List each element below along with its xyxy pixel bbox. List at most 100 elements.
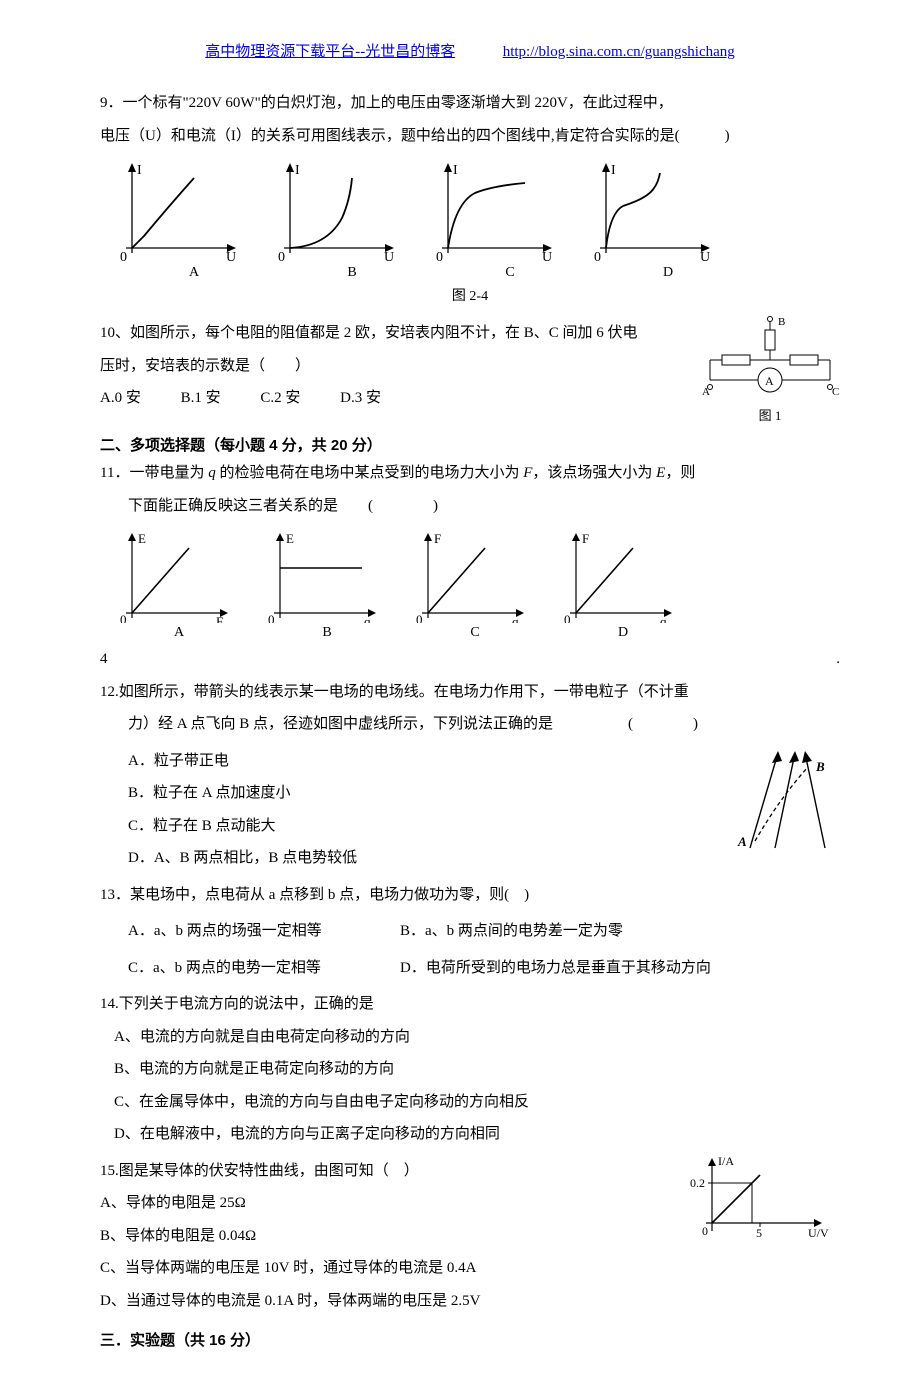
q12-opt-a: A．粒子带正电 xyxy=(100,747,720,776)
q11-footer-right: . xyxy=(836,645,840,674)
q9-caption: 图 2-4 xyxy=(100,285,840,305)
q14-opt-d: D、在电解液中，电流的方向与正离子定向移动的方向相同 xyxy=(100,1120,840,1149)
page-header: 高中物理资源下载平台--光世昌的博客 http://blog.sina.com.… xyxy=(100,40,840,61)
svg-text:E: E xyxy=(286,531,294,546)
q11-figures: E F 0 A E q 0 B xyxy=(114,528,840,641)
q9-label-a: A xyxy=(114,265,254,281)
q10-options: A.0 安 B.1 安 C.2 安 D.3 安 xyxy=(100,384,690,413)
q10-circuit-figure: A A B C 图 1 xyxy=(700,315,840,424)
q15-opt-d: D、当通过导体的电流是 0.1A 时，导体两端的电压是 2.5V xyxy=(100,1287,680,1316)
svg-text:0: 0 xyxy=(436,250,443,263)
q9-a-origin: 0 xyxy=(120,250,127,263)
svg-text:I: I xyxy=(611,163,616,178)
q9-line2: 电压（U）和电流（I）的关系可用图线表示，题中给出的四个图线中,肯定符合实际的是… xyxy=(100,122,840,151)
q11-graph-d-svg: F q 0 xyxy=(558,528,688,623)
q10-node-a: A xyxy=(702,386,710,398)
q15-ytick: 0.2 xyxy=(690,1176,705,1190)
q11-fig-d: F q 0 D xyxy=(558,528,688,641)
q11-fig-b: E q 0 B xyxy=(262,528,392,641)
q13-opt-d: D．电荷所受到的电场力总是垂直于其移动方向 xyxy=(400,954,711,983)
q15-origin: 0 xyxy=(702,1224,708,1238)
q12-figure: A B xyxy=(730,743,840,858)
q11-label-d: D xyxy=(558,625,688,641)
q12-point-b: B xyxy=(815,759,825,774)
q12-fieldlines-svg: A B xyxy=(730,743,840,858)
page: 高中物理资源下载平台--光世昌的博客 http://blog.sina.com.… xyxy=(0,0,920,1394)
q10-opt-b: B.1 安 xyxy=(181,390,221,406)
svg-text:I: I xyxy=(453,163,458,178)
q9-line1: 9．一个标有"220V 60W"的白炽灯泡，加上的电压由零逐渐增大到 220V，… xyxy=(100,89,840,118)
q13-opt-b: B．a、b 两点间的电势差一定为零 xyxy=(400,917,623,946)
section3-heading: 三．实验题（共 16 分） xyxy=(100,1329,840,1350)
q14-line1: 14.下列关于电流方向的说法中，正确的是 xyxy=(100,990,840,1019)
svg-text:F: F xyxy=(434,531,441,546)
q11-fig-a: E F 0 A xyxy=(114,528,244,641)
q14-opt-a: A、电流的方向就是自由电荷定向移动的方向 xyxy=(100,1023,840,1052)
svg-text:F: F xyxy=(582,531,589,546)
q9-a-xlabel: U xyxy=(226,250,236,263)
q11-fig-c: F q 0 C xyxy=(410,528,540,641)
q13-opt-a: A．a、b 两点的场强一定相等 xyxy=(100,917,400,946)
q11-graph-a-svg: E F 0 xyxy=(114,528,244,623)
q14-opt-b: B、电流的方向就是正电荷定向移动的方向 xyxy=(100,1055,840,1084)
q10-circuit-svg: A A B C xyxy=(700,315,840,405)
q10-opt-c: C.2 安 xyxy=(260,390,300,406)
q11-graph-b-svg: E q 0 xyxy=(262,528,392,623)
svg-text:U: U xyxy=(542,250,552,263)
q13-line1: 13．某电场中，点电荷从 a 点移到 b 点，电场力做功为零，则( ) xyxy=(100,881,840,910)
header-link-left[interactable]: 高中物理资源下载平台--光世昌的博客 xyxy=(205,44,455,60)
q15-line1: 15.图是某导体的伏安特性曲线，由图可知（ ） xyxy=(100,1157,680,1186)
q10-ammeter-label: A xyxy=(765,374,774,388)
q13-opt-c: C．a、b 两点的电势一定相等 xyxy=(100,954,400,983)
q11-line2: 下面能正确反映这三者关系的是 ( ) xyxy=(100,492,840,521)
q9-graph-c-svg: I U 0 xyxy=(430,158,570,263)
q10-node-c: C xyxy=(832,386,839,398)
q14-opt-c: C、在金属导体中，电流的方向与自由电子定向移动的方向相反 xyxy=(100,1088,840,1117)
q15-opt-a: A、导体的电阻是 25Ω xyxy=(100,1189,680,1218)
svg-text:q: q xyxy=(512,614,519,623)
q9-fig-d: I U 0 D xyxy=(588,158,728,281)
q9-fig-a: I U 0 A xyxy=(114,158,254,281)
q10-line1: 10、如图所示，每个电阻的阻值都是 2 欧，安培表内阻不计，在 B、C 间加 6… xyxy=(100,319,690,348)
q9-label-c: C xyxy=(430,265,570,281)
q15-chart: I/A U/V 0.2 5 0 xyxy=(690,1153,840,1248)
svg-text:F: F xyxy=(216,614,223,623)
svg-text:0: 0 xyxy=(594,250,601,263)
svg-text:U: U xyxy=(700,250,710,263)
svg-text:0: 0 xyxy=(120,612,127,623)
q13-row2: C．a、b 两点的电势一定相等 D．电荷所受到的电场力总是垂直于其移动方向 xyxy=(100,950,840,987)
header-link-right[interactable]: http://blog.sina.com.cn/guangshichang xyxy=(503,44,735,60)
q9-label-b: B xyxy=(272,265,412,281)
q11-label-a: A xyxy=(114,625,244,641)
q12-line1: 12.如图所示，带箭头的线表示某一电场的电场线。在电场力作用下，一带电粒子（不计… xyxy=(100,678,840,707)
svg-text:0: 0 xyxy=(416,612,423,623)
q11-line1: 11．一带电量为 q 的检验电荷在电场中某点受到的电场力大小为 F，该点场强大小… xyxy=(100,459,840,488)
svg-text:I: I xyxy=(295,163,300,178)
svg-text:0: 0 xyxy=(268,612,275,623)
q9-a-ylabel: I xyxy=(137,163,142,178)
q15-xtick: 5 xyxy=(756,1226,762,1240)
q12-point-a: A xyxy=(737,834,747,849)
q9-figures: I U 0 A I U 0 B xyxy=(114,158,840,281)
q9-fig-c: I U 0 C xyxy=(430,158,570,281)
svg-text:0: 0 xyxy=(278,250,285,263)
svg-text:q: q xyxy=(364,614,371,623)
svg-text:q: q xyxy=(660,614,667,623)
q10-opt-d: D.3 安 xyxy=(340,390,381,406)
q9-graph-a-svg: I U 0 xyxy=(114,158,254,263)
q15-opt-b: B、导体的电阻是 0.04Ω xyxy=(100,1222,680,1251)
svg-text:0: 0 xyxy=(564,612,571,623)
q12-opt-c: C．粒子在 B 点动能大 xyxy=(100,812,720,841)
q12-line2: 力）经 A 点飞向 B 点，径迹如图中虚线所示，下列说法正确的是 ( ) xyxy=(100,710,840,739)
q15-iv-chart-svg: I/A U/V 0.2 5 0 xyxy=(690,1153,840,1248)
q15-ylabel: I/A xyxy=(718,1154,734,1168)
svg-text:U: U xyxy=(384,250,394,263)
svg-text:E: E xyxy=(138,531,146,546)
q10-node-b: B xyxy=(778,316,785,328)
q13-row1: A．a、b 两点的场强一定相等 B．a、b 两点间的电势差一定为零 xyxy=(100,913,840,950)
q11-label-b: B xyxy=(262,625,392,641)
q11-footer: 4 . xyxy=(100,645,840,674)
q9-fig-b: I U 0 B xyxy=(272,158,412,281)
section2-heading: 二、多项选择题（每小题 4 分，共 20 分） xyxy=(100,434,840,455)
q11-footer-left: 4 xyxy=(100,645,108,674)
